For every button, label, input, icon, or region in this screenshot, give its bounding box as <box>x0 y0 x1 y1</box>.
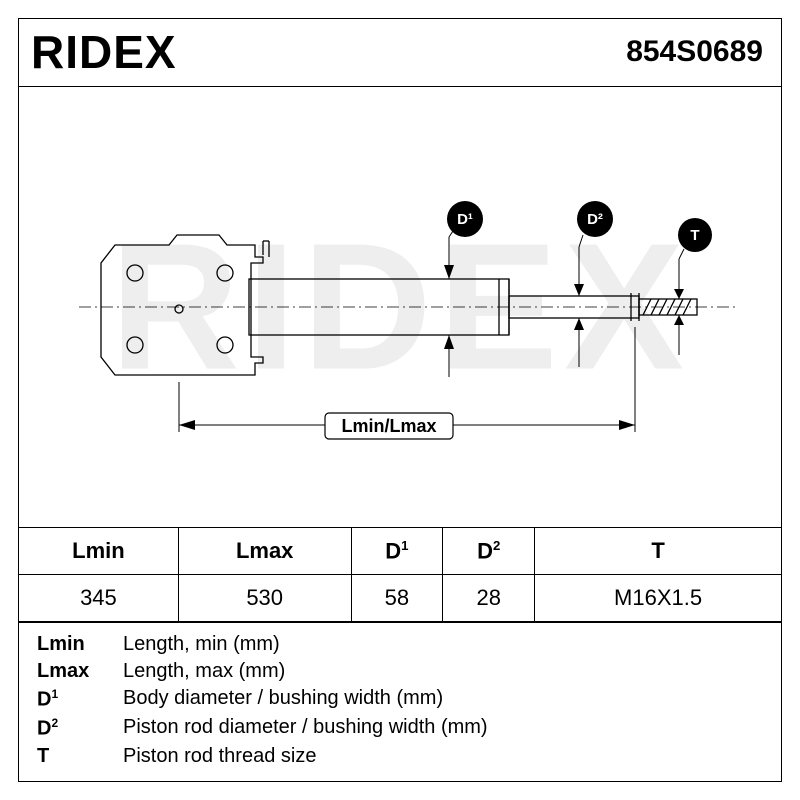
col-t: T <box>535 528 781 575</box>
annotation-t: T <box>690 227 699 244</box>
val-lmax: 530 <box>178 575 351 622</box>
document-frame: RIDEX 854S0689 RIDEX <box>18 18 782 782</box>
val-d1: 58 <box>351 575 443 622</box>
col-lmax: Lmax <box>178 528 351 575</box>
technical-drawing: D¹ D² T Lmin/Lmax <box>19 87 783 527</box>
val-lmin: 345 <box>19 575 178 622</box>
legend-key: T <box>37 745 123 768</box>
val-t: M16X1.5 <box>535 575 781 622</box>
annotation-d2: D² <box>587 211 603 228</box>
part-number: 854S0689 <box>626 35 763 69</box>
legend-desc: Length, max (mm) <box>123 660 763 683</box>
brand-logo: RIDEX <box>31 25 177 79</box>
annotation-d1: D¹ <box>457 211 473 228</box>
legend-key: Lmax <box>37 660 123 683</box>
col-lmin: Lmin <box>19 528 178 575</box>
col-d1: D1 <box>351 528 443 575</box>
spec-table: Lmin Lmax D1 D2 T 345 530 58 28 M16X1.5 <box>19 527 781 622</box>
legend-desc: Piston rod thread size <box>123 745 763 768</box>
legend-desc: Piston rod diameter / bushing width (mm) <box>123 716 763 741</box>
val-d2: 28 <box>443 575 535 622</box>
annotation-length: Lmin/Lmax <box>341 416 436 436</box>
spec-value-row: 345 530 58 28 M16X1.5 <box>19 575 781 622</box>
header-bar: RIDEX 854S0689 <box>19 19 781 87</box>
legend-key: Lmin <box>37 633 123 656</box>
legend-desc: Body diameter / bushing width (mm) <box>123 687 763 712</box>
legend: Lmin Length, min (mm) Lmax Length, max (… <box>19 622 781 777</box>
diagram-area: RIDEX <box>19 87 781 527</box>
col-d2: D2 <box>443 528 535 575</box>
legend-key: D1 <box>37 687 123 712</box>
legend-key: D2 <box>37 716 123 741</box>
spec-header-row: Lmin Lmax D1 D2 T <box>19 528 781 575</box>
legend-desc: Length, min (mm) <box>123 633 763 656</box>
